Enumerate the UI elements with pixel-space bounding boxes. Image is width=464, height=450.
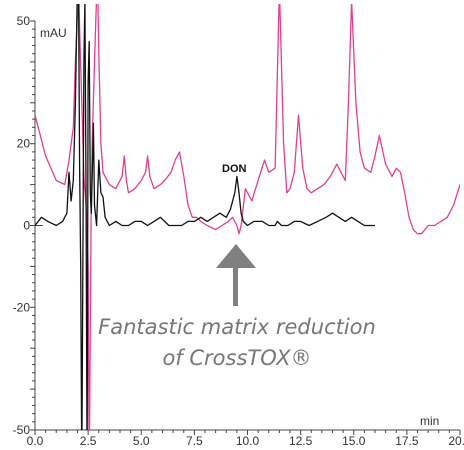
x-tick-label: 15.0 — [342, 434, 366, 448]
series-layer — [35, 4, 460, 430]
y-tick-label: 50 — [17, 14, 31, 28]
x-tick-label: 0.0 — [27, 434, 44, 448]
caption-line-1: Fantastic matrix reduction — [98, 315, 376, 339]
y-tick-label: 20 — [17, 137, 31, 151]
x-unit-label: min — [420, 414, 439, 428]
series-line-black — [35, 4, 375, 430]
y-unit-label: mAU — [40, 26, 67, 40]
y-tick-label: 0 — [23, 219, 30, 233]
arrow-head — [216, 244, 256, 268]
y-tick-label: -50 — [13, 423, 31, 437]
x-tick-label: 10.0 — [236, 434, 260, 448]
x-tick-label: 12.5 — [289, 434, 313, 448]
x-tick-label: 5.0 — [133, 434, 150, 448]
caption-line-2: of CrossTOX® — [162, 346, 311, 370]
x-tick-label: 7.5 — [186, 434, 203, 448]
x-tick-label: 2.5 — [80, 434, 97, 448]
arrow — [216, 244, 256, 306]
y-tick-label: -20 — [13, 300, 31, 314]
don-peak-label: DON — [222, 163, 247, 175]
x-tick-label: 20.0 — [448, 434, 464, 448]
arrow-shaft — [233, 267, 238, 306]
axes: 0.0 2.5 5.0 7.5 10.0 12.5 15.0 17.5 20.0 50 20 0 -20… — [13, 14, 464, 448]
x-tick-label: 17.5 — [395, 434, 419, 448]
